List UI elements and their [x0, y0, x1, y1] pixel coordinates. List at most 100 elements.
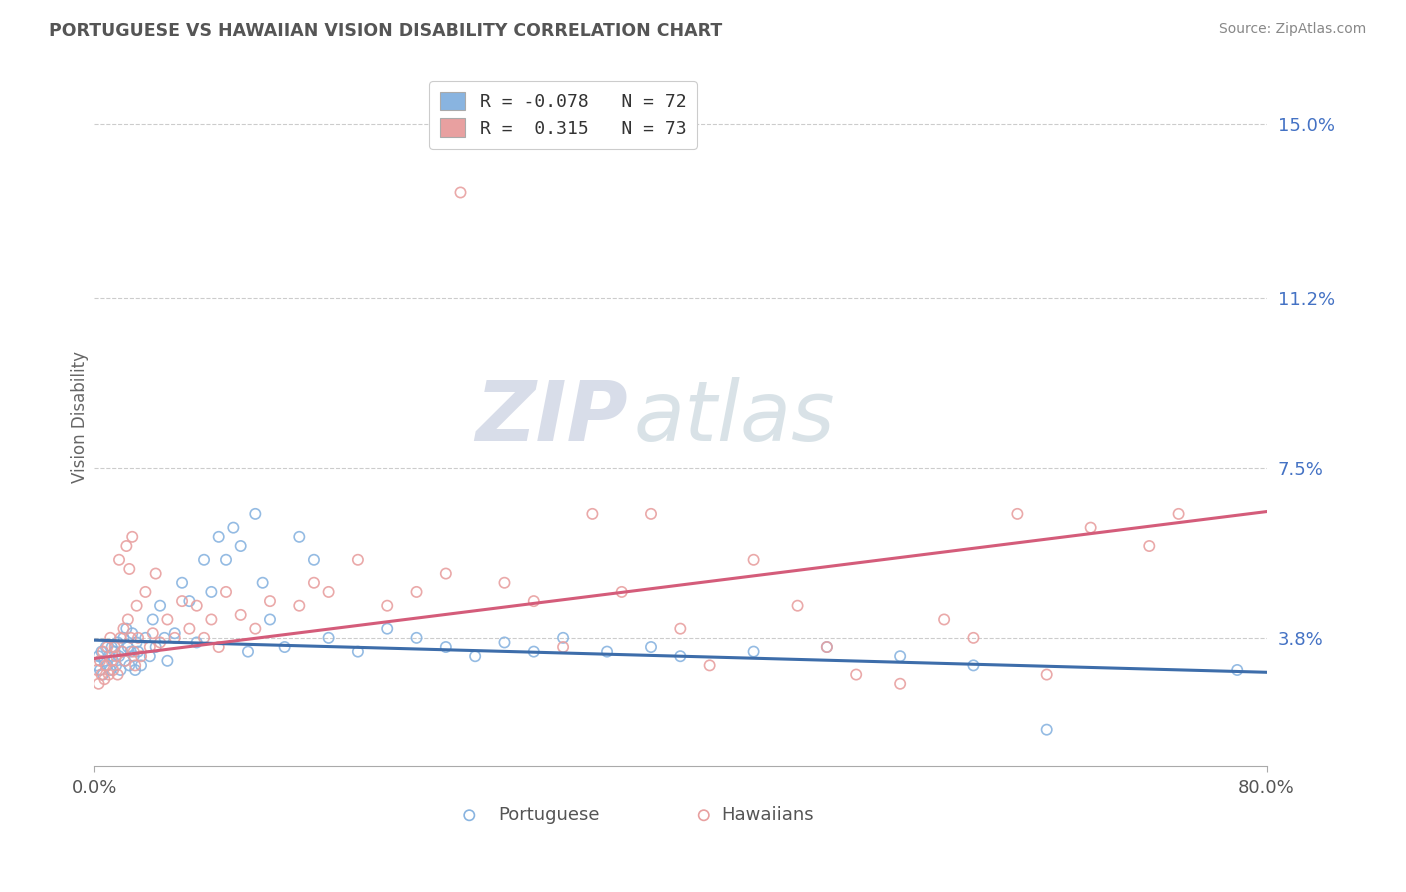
- Point: [127, 631, 149, 645]
- Point: [110, 631, 132, 645]
- Text: Portuguese: Portuguese: [499, 806, 600, 824]
- Point: [94, 658, 117, 673]
- Point: [122, 649, 145, 664]
- Point: [142, 626, 165, 640]
- Point: [889, 677, 911, 691]
- Point: [288, 530, 311, 544]
- Point: [90, 667, 112, 681]
- Point: [124, 663, 146, 677]
- Point: [115, 622, 138, 636]
- Point: [124, 658, 146, 673]
- Point: [134, 585, 156, 599]
- Point: [1035, 667, 1057, 681]
- Text: ZIP: ZIP: [475, 377, 627, 458]
- Point: [120, 645, 142, 659]
- Point: [121, 626, 143, 640]
- Point: [610, 585, 633, 599]
- Point: [962, 658, 984, 673]
- Point: [94, 640, 117, 654]
- Point: [149, 599, 172, 613]
- Point: [1035, 723, 1057, 737]
- Point: [129, 658, 152, 673]
- Point: [170, 594, 193, 608]
- Point: [108, 649, 131, 664]
- Point: [101, 663, 124, 677]
- Point: [86, 663, 108, 677]
- Point: [208, 640, 231, 654]
- Point: [97, 649, 120, 664]
- Point: [193, 631, 215, 645]
- Point: [153, 631, 176, 645]
- Text: atlas: atlas: [634, 377, 835, 458]
- Point: [125, 635, 148, 649]
- Point: [118, 658, 141, 673]
- Point: [149, 635, 172, 649]
- Point: [96, 658, 118, 673]
- Point: [252, 575, 274, 590]
- Point: [742, 645, 765, 659]
- Point: [118, 562, 141, 576]
- Point: [962, 631, 984, 645]
- Point: [115, 539, 138, 553]
- Point: [581, 507, 603, 521]
- Point: [87, 808, 110, 822]
- Point: [90, 808, 112, 822]
- Point: [288, 599, 311, 613]
- Point: [110, 663, 132, 677]
- Point: [347, 553, 370, 567]
- Point: [139, 640, 162, 654]
- Point: [523, 594, 546, 608]
- Point: [200, 612, 222, 626]
- Text: Hawaiians: Hawaiians: [721, 806, 814, 824]
- Point: [208, 530, 231, 544]
- Point: [105, 658, 128, 673]
- Point: [450, 186, 472, 200]
- Point: [179, 594, 201, 608]
- Point: [318, 631, 340, 645]
- Point: [120, 631, 142, 645]
- Point: [494, 635, 516, 649]
- Point: [98, 663, 121, 677]
- Point: [347, 645, 370, 659]
- Point: [236, 645, 259, 659]
- Point: [640, 507, 662, 521]
- Point: [87, 649, 110, 664]
- Point: [114, 654, 136, 668]
- Point: [104, 640, 127, 654]
- Point: [494, 575, 516, 590]
- Point: [86, 658, 108, 673]
- Point: [145, 640, 167, 654]
- Point: [105, 649, 128, 664]
- Point: [259, 594, 281, 608]
- Point: [889, 649, 911, 664]
- Point: [229, 539, 252, 553]
- Point: [229, 607, 252, 622]
- Point: [108, 553, 131, 567]
- Point: [815, 640, 838, 654]
- Point: [89, 654, 111, 668]
- Legend: R = -0.078   N = 72, R =  0.315   N = 73: R = -0.078 N = 72, R = 0.315 N = 73: [429, 81, 697, 149]
- Point: [107, 635, 129, 649]
- Point: [245, 507, 267, 521]
- Point: [117, 612, 139, 626]
- Point: [142, 612, 165, 626]
- Point: [111, 645, 134, 659]
- Point: [139, 649, 162, 664]
- Point: [215, 553, 238, 567]
- Point: [114, 654, 136, 668]
- Point: [815, 640, 838, 654]
- Point: [89, 663, 111, 677]
- Point: [1226, 663, 1249, 677]
- Point: [101, 654, 124, 668]
- Point: [375, 622, 398, 636]
- Point: [464, 649, 486, 664]
- Point: [129, 649, 152, 664]
- Point: [156, 612, 179, 626]
- Point: [273, 640, 295, 654]
- Point: [156, 654, 179, 668]
- Point: [222, 521, 245, 535]
- Point: [932, 612, 955, 626]
- Point: [125, 599, 148, 613]
- Point: [186, 635, 208, 649]
- Point: [87, 677, 110, 691]
